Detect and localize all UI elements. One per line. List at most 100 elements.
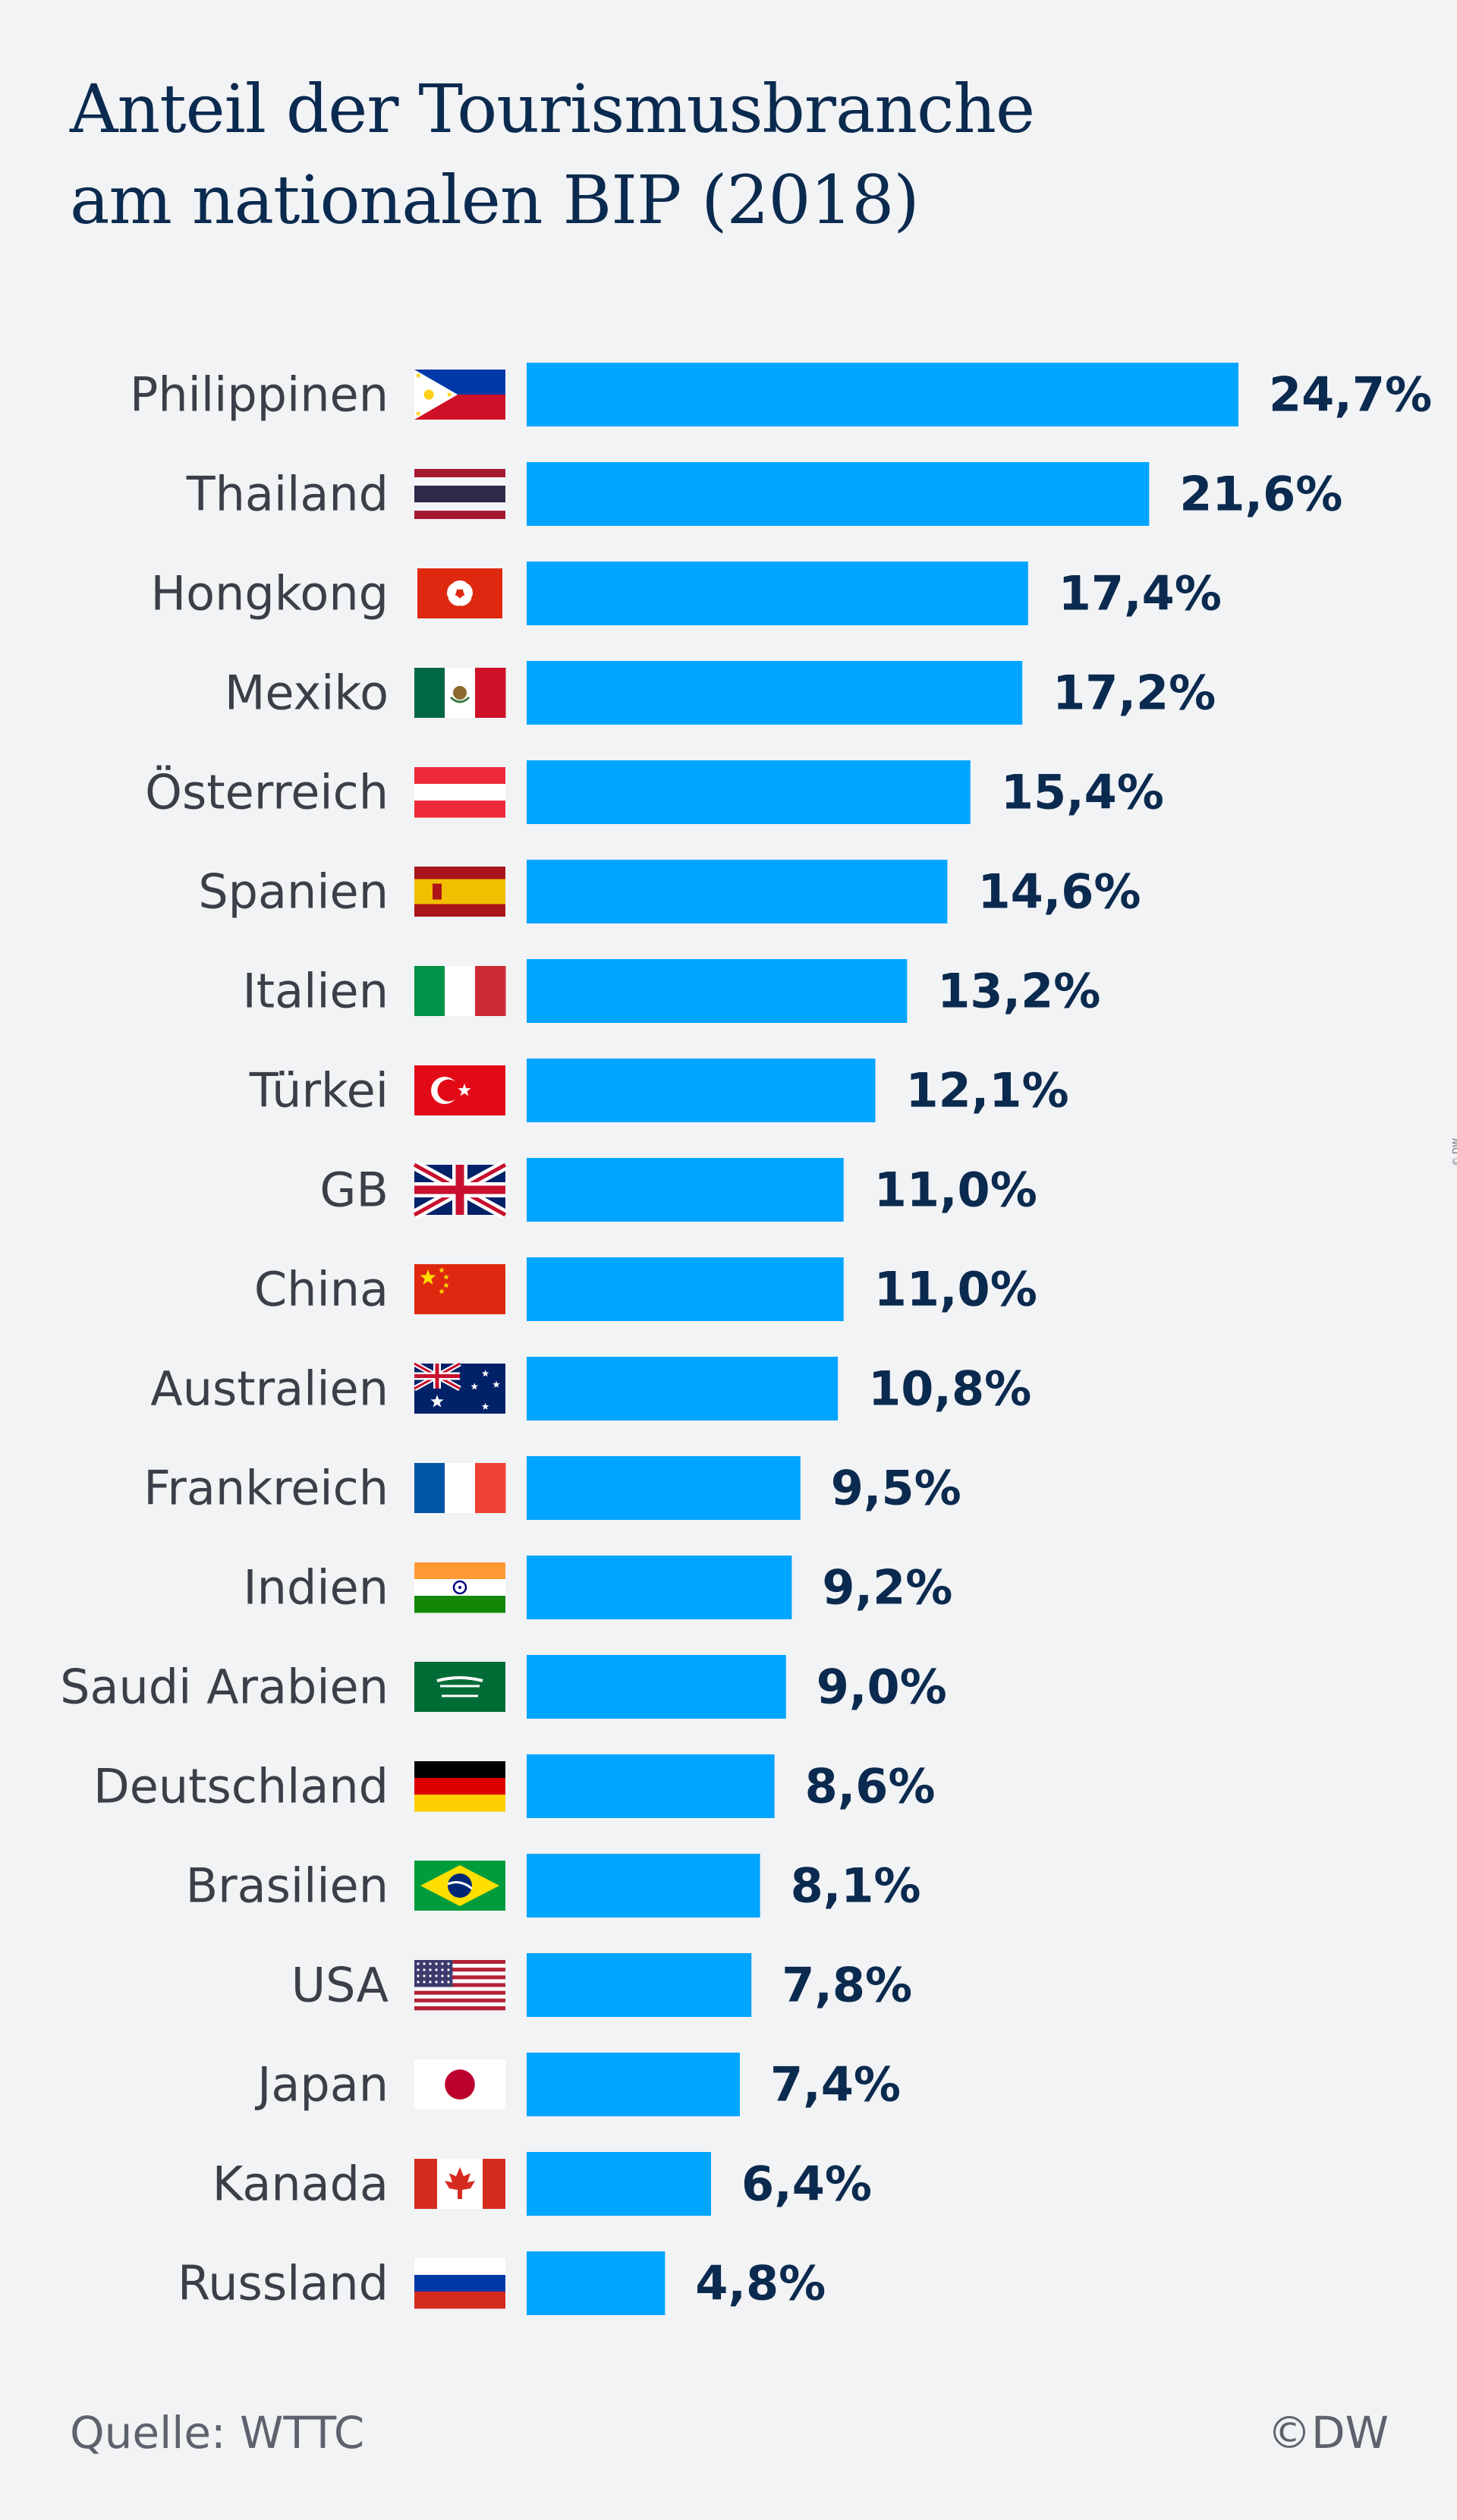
- category-label: Indien: [243, 1560, 389, 1616]
- turkey-flag: [414, 1065, 505, 1115]
- category-label: Russland: [178, 2256, 389, 2311]
- category-label: Österreich: [145, 765, 389, 820]
- category-label: Thailand: [186, 467, 389, 522]
- bar: [527, 1257, 844, 1321]
- austria-flag: [414, 767, 505, 818]
- category-label: GB: [319, 1162, 389, 1218]
- bar: [527, 1556, 792, 1619]
- value-label: 17,2%: [1053, 665, 1216, 721]
- value-label: 10,8%: [868, 1361, 1031, 1417]
- bar-row-australien: Australien 10,8%: [150, 1357, 1031, 1420]
- bar-row-spanien: Spanien 14,6%: [198, 860, 1141, 923]
- bar-row-türkei: Türkei 12,1%: [249, 1059, 1069, 1122]
- bar: [527, 760, 971, 824]
- category-label: China: [254, 1262, 389, 1317]
- france-flag: [414, 1463, 506, 1513]
- bar: [527, 860, 948, 923]
- side-watermark: © DW: [1451, 1138, 1457, 1166]
- value-label: 7,8%: [782, 1958, 912, 2013]
- bar: [527, 562, 1028, 625]
- category-label: Brasilien: [186, 1858, 389, 1914]
- bar: [527, 2053, 740, 2116]
- bar: [527, 462, 1150, 526]
- value-label: 8,1%: [791, 1858, 921, 1914]
- category-label: Italien: [243, 964, 389, 1019]
- category-label: Frankreich: [143, 1461, 389, 1516]
- category-label: Australien: [150, 1361, 389, 1417]
- value-label: 9,5%: [831, 1461, 961, 1516]
- bar-row-kanada: Kanada 6,4%: [212, 2152, 872, 2216]
- australia-flag: [413, 1361, 505, 1414]
- mexico-flag: [414, 668, 506, 718]
- bar: [527, 1854, 760, 1918]
- uk-flag: [411, 1159, 508, 1220]
- bar-row-gb: GB 11,0%: [319, 1158, 1037, 1222]
- value-label: 9,2%: [822, 1560, 952, 1616]
- value-label: 9,0%: [817, 1660, 947, 1715]
- germany-flag: [414, 1761, 505, 1812]
- bar-row-saudi-arabien: Saudi Arabien 9,0%: [60, 1655, 947, 1719]
- saudi-arabia-flag: [414, 1662, 505, 1712]
- value-label: 11,0%: [874, 1262, 1037, 1317]
- source-note: Quelle: WTTC: [70, 2407, 365, 2459]
- value-label: 11,0%: [874, 1162, 1037, 1218]
- bar-row-frankreich: Frankreich 9,5%: [143, 1456, 961, 1520]
- value-label: 13,2%: [937, 964, 1100, 1019]
- canada-flag: [414, 2159, 505, 2209]
- usa-flag: [414, 1960, 505, 2011]
- bar: [527, 1059, 876, 1122]
- category-label: Deutschland: [93, 1759, 389, 1814]
- chart-title: Anteil der Tourismusbranche am nationale…: [70, 64, 1360, 246]
- bar-row-china: China 11,0%: [254, 1257, 1037, 1321]
- bar-row-russland: Russland 4,8%: [178, 2251, 826, 2315]
- bar: [527, 2251, 666, 2315]
- value-label: 8,6%: [805, 1759, 936, 1814]
- bar: [527, 1953, 752, 2017]
- bar: [527, 1357, 839, 1420]
- philippines-flag: [414, 370, 505, 420]
- bar-row-österreich: Österreich 15,4%: [145, 760, 1164, 824]
- value-label: 17,4%: [1059, 566, 1222, 621]
- category-label: Spanien: [198, 864, 389, 920]
- value-label: 14,6%: [977, 864, 1141, 920]
- bar: [527, 363, 1238, 426]
- bar-row-usa: USA 7,8%: [291, 1953, 912, 2017]
- bar-row-philippinen: Philippinen 24,7%: [130, 363, 1432, 426]
- bar: [527, 1456, 801, 1520]
- bar: [527, 1158, 844, 1222]
- india-flag: [414, 1562, 505, 1613]
- italy-flag: [414, 966, 506, 1016]
- value-label: 4,8%: [695, 2256, 826, 2311]
- bar-row-thailand: Thailand 21,6%: [186, 462, 1342, 526]
- bar-row-deutschland: Deutschland 8,6%: [93, 1754, 936, 1818]
- category-label: Saudi Arabien: [60, 1660, 389, 1715]
- value-label: 24,7%: [1269, 367, 1432, 423]
- bar: [527, 1754, 775, 1818]
- brazil-flag: [414, 1861, 505, 1911]
- bar-row-mexiko: Mexiko 17,2%: [225, 661, 1216, 725]
- bar-row-hongkong: Hongkong 17,4%: [151, 562, 1222, 625]
- bar-row-italien: Italien 13,2%: [243, 959, 1100, 1023]
- bar-row-brasilien: Brasilien 8,1%: [186, 1854, 921, 1918]
- chart-title-line-1: Anteil der Tourismusbranche: [70, 70, 1035, 148]
- bar: [527, 2152, 711, 2216]
- bar-row-japan: Japan 7,4%: [254, 2053, 901, 2116]
- chart-title-line-2: am nationalen BIP (2018): [70, 161, 920, 239]
- thailand-flag: [414, 469, 505, 519]
- spain-flag: [414, 867, 505, 917]
- value-label: 21,6%: [1179, 467, 1342, 522]
- copyright-note: ©DW: [1267, 2407, 1389, 2459]
- category-label: Japan: [254, 2057, 389, 2113]
- category-label: Türkei: [249, 1063, 389, 1118]
- category-label: Hongkong: [151, 566, 389, 621]
- bar: [527, 661, 1023, 725]
- category-label: Philippinen: [130, 367, 389, 423]
- bar-row-indien: Indien 9,2%: [243, 1556, 952, 1619]
- bar: [527, 1655, 786, 1719]
- category-label: Kanada: [212, 2157, 389, 2212]
- value-label: 6,4%: [741, 2157, 872, 2212]
- bar: [527, 959, 908, 1023]
- category-label: Mexiko: [225, 665, 389, 721]
- value-label: 15,4%: [1001, 765, 1164, 820]
